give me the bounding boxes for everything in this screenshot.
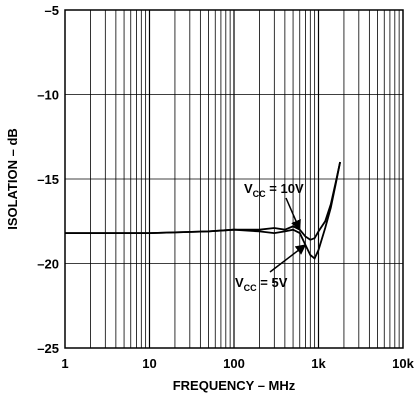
plot-frame bbox=[64, 9, 404, 349]
y-tick-label: –15 bbox=[37, 172, 59, 187]
y-axis-label: ISOLATION – dB bbox=[5, 128, 20, 230]
annotation-arrow bbox=[269, 244, 307, 273]
x-tick-labels: 1 10 100 1k 10k bbox=[61, 356, 414, 371]
annotation-v: V bbox=[244, 181, 253, 196]
series-group bbox=[65, 161, 341, 260]
grid bbox=[65, 10, 403, 348]
y-tick-label: –10 bbox=[37, 88, 59, 103]
x-tick-label: 100 bbox=[223, 356, 245, 371]
annotation-arrow bbox=[285, 197, 301, 231]
annotation-v: V bbox=[235, 275, 244, 290]
x-tick-label: 10 bbox=[142, 356, 156, 371]
x-axis-label: FREQUENCY – MHz bbox=[173, 378, 296, 393]
y-tick-labels: –5 –10 –15 –20 –25 bbox=[37, 3, 59, 356]
x-tick-label: 10k bbox=[392, 356, 414, 371]
annotation-subscript: CC bbox=[253, 189, 266, 199]
x-tick-label: 1 bbox=[61, 356, 68, 371]
series-line bbox=[65, 161, 341, 260]
annotation-label: VCC = 5V bbox=[235, 275, 288, 293]
y-tick-label: –25 bbox=[37, 341, 59, 356]
y-tick-label: –5 bbox=[45, 3, 59, 18]
annotation-subscript: CC bbox=[244, 283, 257, 293]
annotation-label: VCC = 10V bbox=[244, 181, 304, 199]
annotation-rest: = 10V bbox=[266, 181, 304, 196]
annotation-rest: = 5V bbox=[257, 275, 288, 290]
y-tick-label: –20 bbox=[37, 257, 59, 272]
x-tick-label: 1k bbox=[311, 356, 326, 371]
